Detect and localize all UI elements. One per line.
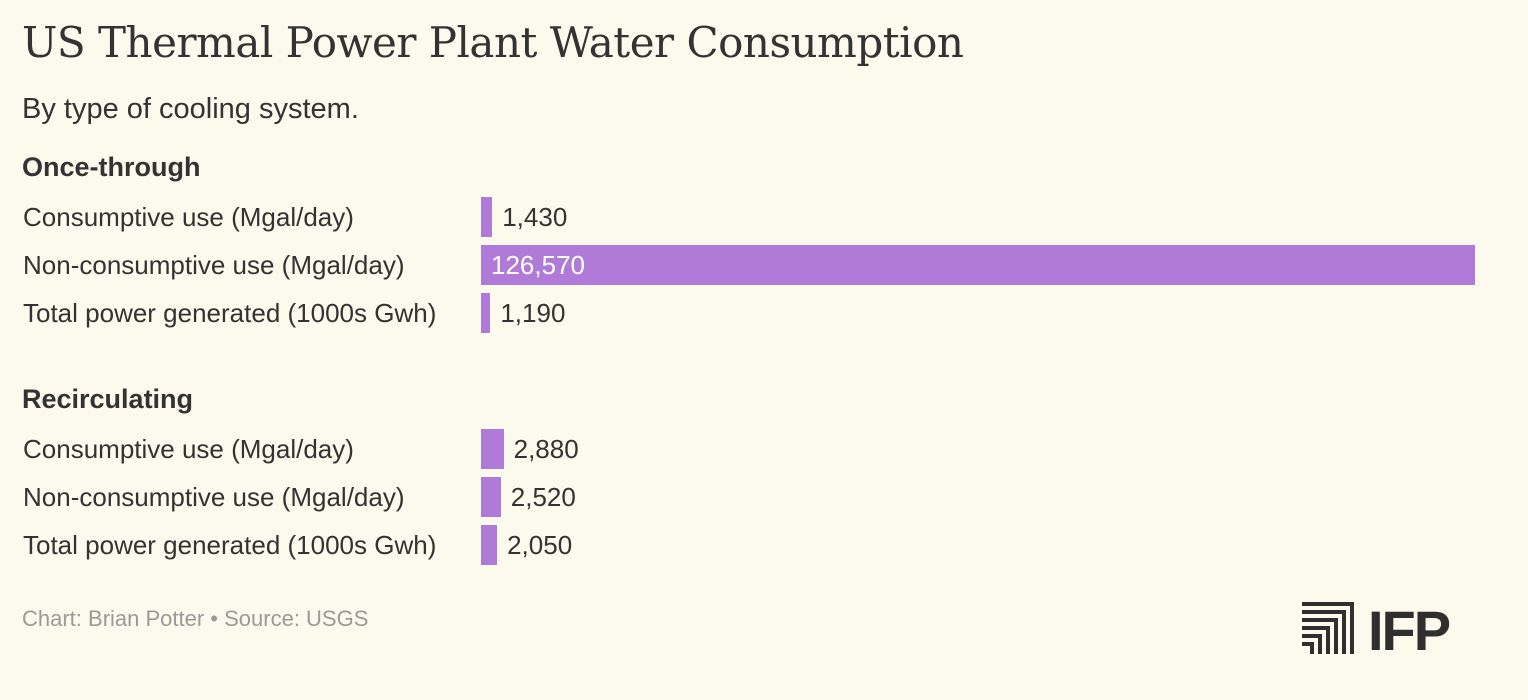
value-label: 2,880 bbox=[513, 434, 579, 464]
chart-title: US Thermal Power Plant Water Consumption bbox=[22, 18, 964, 67]
bar bbox=[481, 429, 504, 469]
bar bbox=[481, 477, 501, 517]
ifp-logo: IFP bbox=[1302, 602, 1452, 654]
value-label: 1,430 bbox=[502, 202, 568, 232]
bar bbox=[481, 293, 491, 333]
bar bbox=[481, 197, 493, 237]
value-label: 1,190 bbox=[500, 298, 566, 328]
value-label: 2,520 bbox=[510, 482, 576, 512]
bar bbox=[481, 525, 498, 565]
bar bbox=[481, 245, 1475, 285]
category-label: Total power generated (1000s Gwh) bbox=[23, 298, 437, 328]
category-label: Non-consumptive use (Mgal/day) bbox=[23, 482, 405, 512]
ifp-stripes-icon bbox=[1302, 602, 1354, 654]
category-label: Non-consumptive use (Mgal/day) bbox=[23, 250, 405, 280]
chart-footer: Chart: Brian Potter • Source: USGS bbox=[22, 606, 369, 631]
value-label: 2,050 bbox=[507, 530, 573, 560]
value-label: 126,570 bbox=[491, 250, 585, 280]
group-title: Once-through bbox=[22, 152, 201, 182]
category-label: Consumptive use (Mgal/day) bbox=[23, 202, 354, 232]
group-title: Recirculating bbox=[22, 384, 194, 414]
ifp-logo-text: IFP bbox=[1368, 602, 1450, 654]
category-label: Total power generated (1000s Gwh) bbox=[23, 530, 437, 560]
chart-subtitle: By type of cooling system. bbox=[22, 93, 359, 125]
category-label: Consumptive use (Mgal/day) bbox=[23, 434, 354, 464]
